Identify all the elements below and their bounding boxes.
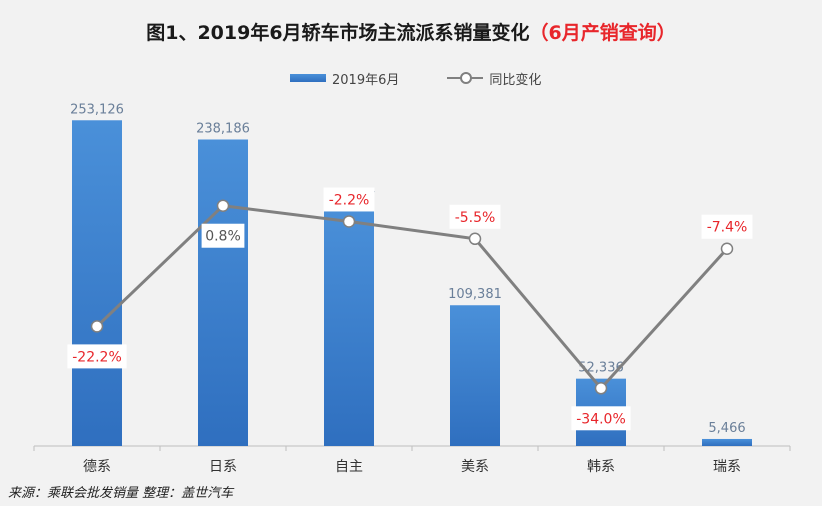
chart-title-main: 图1、2019年6月轿车市场主流派系销量变化 [146,22,530,44]
change-label-box-2 [323,187,375,212]
bar-5 [702,438,752,446]
bar-value-label-1: 238,186 [196,122,250,137]
legend-item-line: 同比变化 [447,69,541,88]
legend: 2019年6月 同比变化 [290,68,589,88]
change-point-4 [594,382,608,395]
change-line [95,204,729,391]
legend-line-label: 同比变化 [489,72,542,88]
chart-title-accent: （6月产销查询） [529,22,676,44]
bar-3 [450,305,500,446]
plot-area: 253,126德系238,186日系185,107自主109,381美系52,3… [33,102,791,475]
legend-bar-label: 2019年6月 [332,72,400,88]
legend-line-swatch [447,72,484,84]
legend-item-bar: 2019年6月 [290,69,399,88]
change-point-0 [90,320,104,333]
change-label-box-1 [201,223,245,248]
bar-value-label-0: 253,126 [70,102,124,117]
bar-2 [324,207,374,446]
bar-1 [198,139,248,446]
change-label-box-4 [571,406,631,431]
change-label-3: -5.5% [455,210,496,226]
change-label-1: 0.8% [205,229,241,245]
change-label-box-0 [67,344,127,369]
source-note: 来源：乘联会批发销量 整理：盖世汽车 [8,486,234,501]
change-label-2: -2.2% [329,192,370,208]
change-point-5 [720,242,734,255]
x-tick-label-4: 韩系 [587,459,615,475]
change-label-0: -22.2% [72,349,122,365]
bar-value-label-3: 109,381 [448,287,502,302]
chart-title: 图1、2019年6月轿车市场主流派系销量变化（6月产销查询） [0,18,822,45]
change-label-box-5 [701,214,753,239]
change-point-2 [342,215,356,228]
bar-0 [72,120,122,447]
legend-bar-swatch [290,74,326,82]
x-tick-label-2: 自主 [335,459,363,475]
x-tick-label-1: 日系 [209,459,237,475]
bar-value-label-4: 52,336 [578,361,624,376]
change-point-1 [216,199,230,212]
change-point-3 [468,232,482,246]
x-tick-label-3: 美系 [461,459,489,475]
change-label-4: -34.0% [576,411,626,427]
bar-value-label-5: 5,466 [708,421,745,436]
x-tick-label-0: 德系 [83,459,111,475]
change-label-5: -7.4% [707,220,748,236]
x-tick-label-5: 瑞系 [713,459,741,475]
change-label-box-3 [449,204,501,229]
